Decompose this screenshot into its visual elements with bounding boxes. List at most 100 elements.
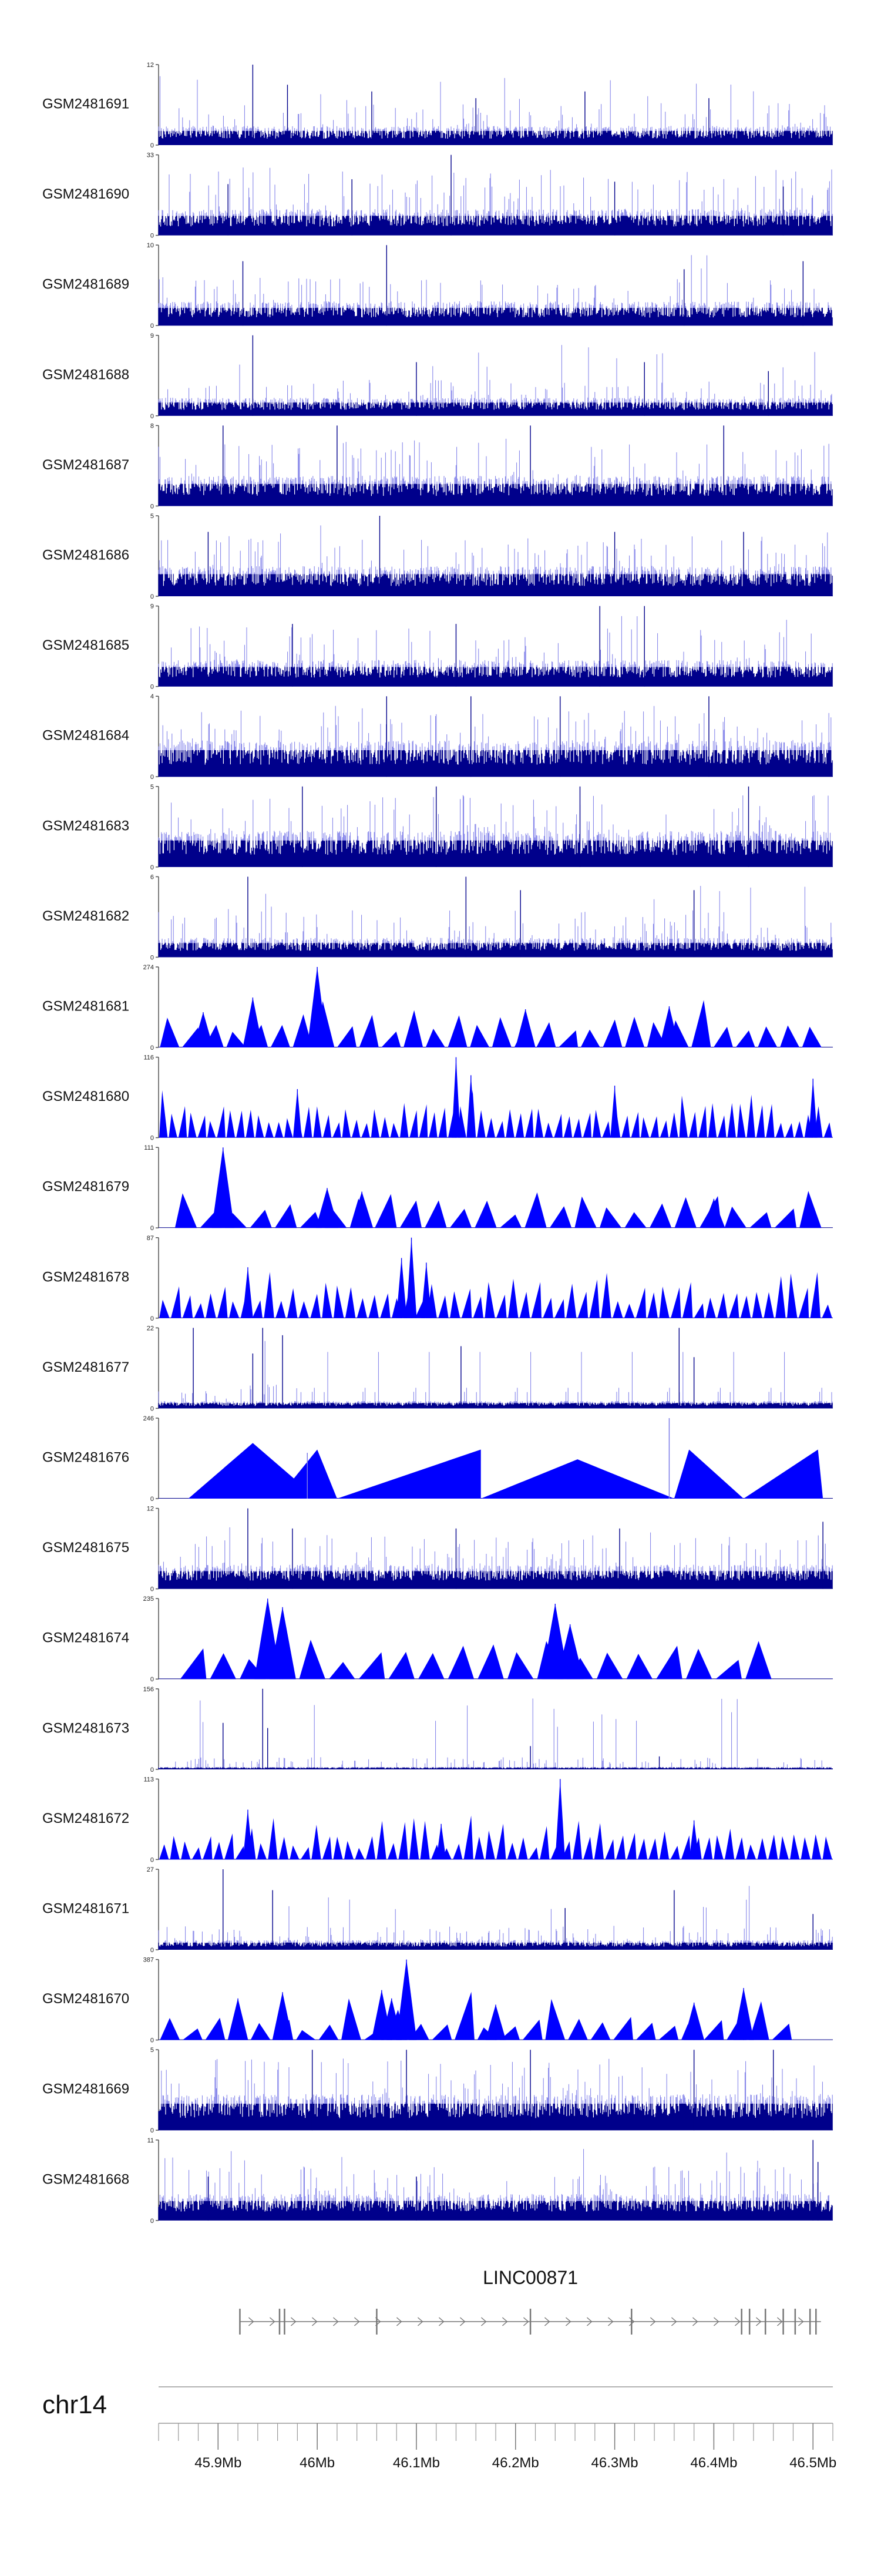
coverage-triangle [757,1838,767,1860]
track-GSM2481675: GSM2481675 12 0 [42,1506,833,1593]
y-min-label: 0 [150,2218,154,2225]
coverage-triangle [589,1279,600,1318]
coverage-triangle [255,1115,264,1138]
y-min-label: 0 [150,684,154,691]
coverage-triangle [420,1821,430,1860]
coverage-triangle [270,1025,290,1047]
y-max-label: 12 [147,1506,154,1513]
coverage-triangle [624,1304,635,1318]
coverage-triangle [450,1291,460,1318]
coverage-triangle [334,1285,344,1318]
track-label: GSM2481669 [42,2081,129,2097]
coverage-triangle [453,1843,463,1860]
coverage-triangle [727,1103,737,1138]
coverage-triangle [519,1292,530,1318]
coverage-triangle [390,1123,399,1138]
axis-tick-label: 46.2Mb [492,2455,539,2471]
coverage-triangle [529,1847,539,1860]
coverage-triangle [399,1103,409,1138]
coverage-triangle [583,1113,592,1138]
coverage-triangle [747,1094,755,1138]
track-label: GSM2481680 [42,1089,129,1104]
y-min-label: 0 [150,774,154,781]
strand-arrow [565,2317,571,2326]
coverage-triangle [704,2020,724,2040]
track-GSM2481686: GSM2481686 5 0 [42,513,833,600]
coverage-triangle [713,1026,734,1047]
coverage-triangle [735,1837,745,1860]
coverage-triangle [525,1109,534,1138]
track-label: GSM2481691 [42,96,129,112]
gene-track: LINC00871 [239,2267,821,2335]
track-GSM2481689: GSM2481689 10 0 [42,242,833,330]
coverage-triangle [790,1834,800,1860]
coverage-triangle [795,1121,803,1138]
coverage-bars [158,216,833,236]
coverage-triangle [284,1118,293,1138]
coverage-spikes [158,525,832,575]
strand-arrow [713,2317,719,2326]
coverage-triangle [181,1841,191,1860]
coverage-triangle [659,1286,670,1318]
coverage-spikes [158,76,833,131]
track-GSM2481672: GSM2481672 113 0 [42,1776,833,1863]
y-max-label: 113 [143,1776,154,1783]
coverage-triangle [775,1123,785,1138]
coverage-bars [158,308,833,326]
coverage-triangle [299,1640,325,1680]
coverage-triangle [178,1106,187,1138]
coverage-triangle [419,1104,428,1138]
coverage-triangle [496,1121,505,1138]
coverage-triangle [822,1836,832,1860]
coverage-spikes [158,255,832,308]
coverage-triangle [300,1847,311,1860]
strand-arrow [311,2317,318,2326]
coverage-triangle [342,1109,351,1138]
coverage-triangle [772,2023,792,2040]
coverage-triangle [429,1112,438,1138]
coverage-triangle [674,1449,744,1499]
coverage-triangle [573,1119,582,1138]
coverage-triangle [558,1030,579,1047]
coverage-triangle [649,1203,672,1228]
y-max-label: 111 [144,1144,154,1151]
coverage-triangle [801,1837,811,1860]
track-GSM2481679: GSM2481679 111 0 [42,1144,833,1232]
y-max-label: 235 [143,1596,154,1603]
coverage-spikes [161,2058,833,2104]
coverage-bars [158,1942,833,1950]
y-min-label: 0 [150,413,154,420]
y-max-label: 5 [150,784,154,791]
coverage-bars [158,574,833,596]
strand-arrow [332,2317,339,2326]
strand-arrow [290,2317,297,2326]
coverage-triangle [823,1122,833,1138]
coverage-triangle [749,2001,769,2040]
coverage-triangle [170,1836,180,1860]
coverage-triangle [545,1999,566,2040]
coverage-triangle [160,2018,180,2040]
coverage-triangle [425,1029,445,1047]
coverage-triangle [236,1110,245,1138]
coverage-triangle [549,1206,572,1228]
axis-tick-label: 45.9Mb [194,2455,241,2471]
y-min-label: 0 [150,1496,154,1503]
coverage-triangle [688,1111,698,1138]
coverage-triangle [590,2022,611,2040]
y-min-label: 0 [150,1135,154,1142]
coverage-triangle [492,1017,512,1047]
coverage-triangle [496,1294,507,1318]
track-label: GSM2481670 [42,1991,129,2007]
coverage-triangle [398,1822,408,1860]
track-label: GSM2481690 [42,186,129,202]
coverage-triangle [605,1839,615,1860]
coverage-triangle [563,1116,573,1138]
coverage-spikes [158,1698,832,1768]
track-GSM2481688: GSM2481688 9 0 [42,333,833,420]
y-max-label: 4 [150,693,154,700]
coverage-triangle [758,1026,778,1047]
track-GSM2481678: GSM2481678 87 0 [42,1235,833,1322]
coverage-triangle [580,1029,600,1047]
coverage-triangle [228,1301,240,1318]
